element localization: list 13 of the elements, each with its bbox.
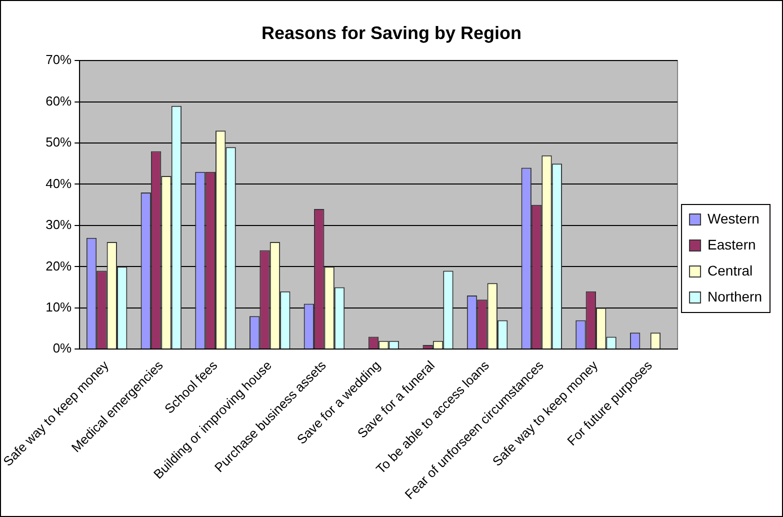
y-tick-label: 20%: [46, 258, 72, 274]
y-tick-label: 30%: [46, 217, 72, 232]
y-tick-label: 40%: [46, 176, 72, 191]
y-tick-label: 70%: [46, 52, 72, 68]
y-tick-label: 0%: [52, 340, 72, 356]
legend-label: Western: [708, 210, 760, 226]
y-tick-label: 60%: [46, 93, 72, 108]
y-tick-label: 10%: [46, 299, 72, 314]
legend-label: Northern: [708, 288, 762, 304]
legend-label: Eastern: [708, 236, 756, 252]
y-tick-label: 50%: [46, 134, 72, 150]
legend-label: Central: [708, 262, 753, 278]
chart-title: Reasons for Saving by Region: [261, 22, 522, 43]
